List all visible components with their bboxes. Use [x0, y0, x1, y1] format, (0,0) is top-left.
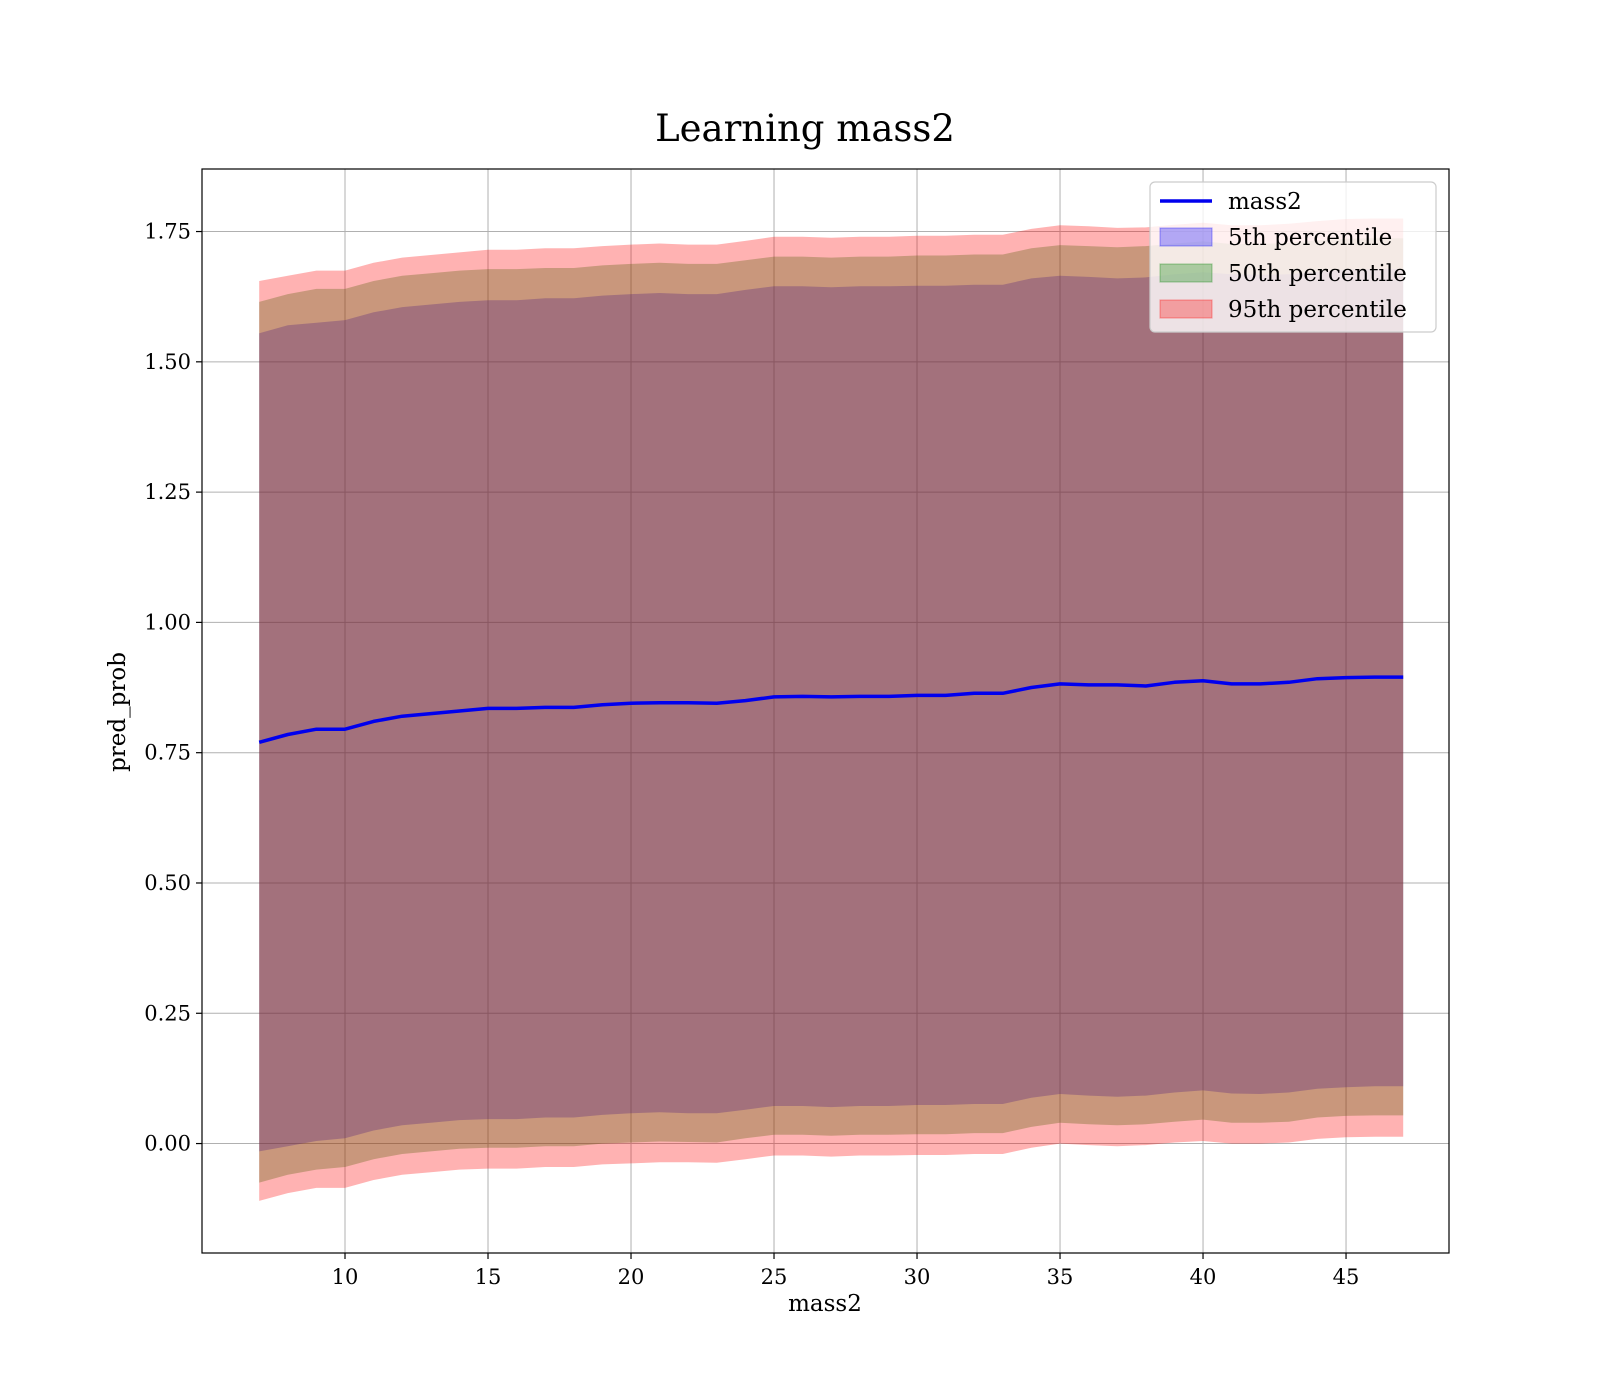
legend: mass2 5th percentile 50th percentile 95th p…	[1149, 181, 1437, 333]
percentile-bands	[259, 218, 1404, 1201]
y-tick-label: 0.00	[144, 1132, 191, 1156]
x-tick-label: 40	[1190, 1265, 1217, 1289]
band-95th	[259, 218, 1404, 1201]
legend-box	[1149, 181, 1437, 333]
x-tick-label: 20	[618, 1265, 645, 1289]
series-line-mass2	[258, 675, 1404, 744]
band-50th	[259, 238, 1404, 1183]
legend-entry: 95th percentile	[1228, 297, 1407, 323]
y-tick-label: 0.75	[144, 741, 191, 765]
y-tick-label: 1.00	[144, 610, 191, 634]
x-axis-label: mass2	[788, 1291, 862, 1317]
grid	[202, 169, 1449, 1253]
band-5th	[259, 269, 1404, 1152]
y-tick-label: 1.50	[144, 350, 191, 374]
legend-swatch-band	[1159, 227, 1213, 247]
x-tick-label: 15	[475, 1265, 502, 1289]
x-tick-label: 30	[904, 1265, 931, 1289]
y-tick-label: 0.25	[144, 1001, 191, 1025]
chart-title: Learning mass2	[655, 107, 955, 150]
axis-ticks: 10 15 20 25 30 35 40 45 0.00 0.25 0.50 0.75 1.00 1.25…	[144, 220, 1359, 1289]
series-lines	[258, 675, 1404, 744]
plot-frame	[201, 168, 1450, 1254]
x-tick-label: 10	[332, 1265, 359, 1289]
y-tick-label: 0.50	[144, 871, 191, 895]
x-tick-label: 45	[1333, 1265, 1360, 1289]
legend-entry: mass2	[1228, 189, 1302, 215]
legend-swatch-band	[1159, 263, 1213, 283]
y-tick-label: 1.25	[144, 480, 191, 504]
y-axis-label: pred_prob	[105, 652, 131, 772]
y-tick-label: 1.75	[144, 220, 191, 244]
x-tick-label: 35	[1047, 1265, 1074, 1289]
legend-entry: 50th percentile	[1228, 261, 1407, 287]
x-tick-label: 25	[761, 1265, 788, 1289]
legend-swatch-band	[1159, 299, 1213, 319]
legend-entry: 5th percentile	[1228, 225, 1392, 251]
